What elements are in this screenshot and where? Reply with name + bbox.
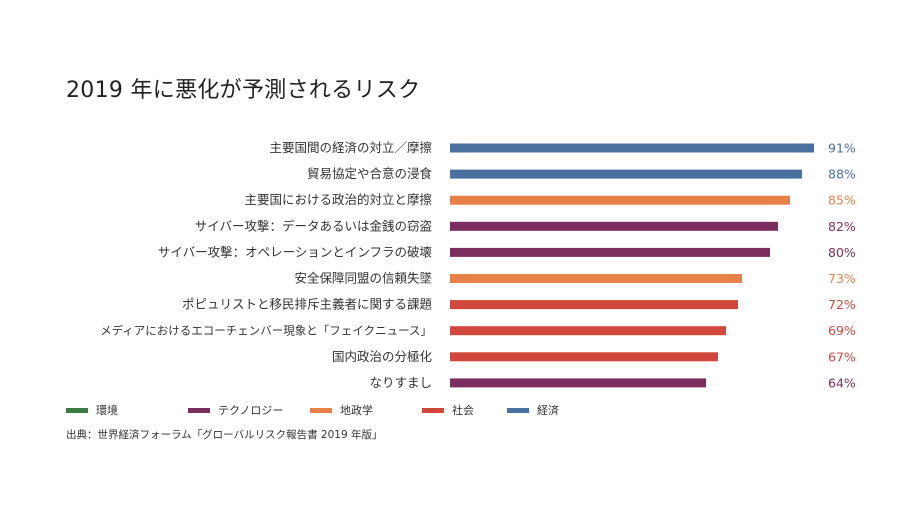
category-label: 主要国間の経済の対立／摩擦 [269, 140, 432, 155]
value-label: 85% [828, 193, 856, 208]
legend-label: 環境 [96, 404, 118, 417]
category-label: サイバー攻撃：データあるいは金銭の窃盗 [195, 218, 432, 233]
bar [450, 221, 778, 231]
value-label: 80% [828, 245, 856, 260]
value-label: 67% [828, 349, 856, 364]
bar [450, 169, 802, 179]
legend-item: 地政学 [310, 400, 373, 420]
value-label: 64% [828, 375, 856, 390]
bar [450, 378, 706, 388]
value-label: 73% [828, 271, 856, 286]
legend-swatch [507, 407, 529, 413]
bar [450, 274, 742, 283]
bar [450, 247, 770, 257]
value-label: 72% [828, 297, 856, 312]
category-label: なりすまし [369, 375, 432, 390]
legend-swatch [188, 407, 210, 413]
legend-label: テクノロジー [218, 404, 284, 417]
bar [450, 143, 814, 153]
category-label: 主要国における政治的対立と摩擦 [244, 192, 432, 207]
bar [450, 195, 790, 205]
category-label: メディアにおけるエコーチェンバー現象と「フェイクニュース」 [100, 324, 432, 338]
legend-label: 経済 [537, 404, 559, 417]
legend: 環境 テクノロジー 地政学 社会 経済 [0, 400, 901, 420]
value-label: 88% [828, 167, 856, 182]
bar-chart: 主要国間の経済の対立／摩擦 91% 貿易協定や合意の浸食 88% 主要国における政治的対… [100, 140, 856, 390]
category-label: ポピュリストと移民排斥主義者に関する課題 [182, 297, 433, 312]
legend-swatch [310, 407, 332, 413]
legend-item: 経済 [507, 400, 559, 420]
legend-item: テクノロジー [188, 400, 283, 420]
value-label: 82% [828, 219, 856, 234]
category-label: 貿易協定や合意の浸食 [307, 166, 433, 181]
legend-item: 環境 [66, 400, 118, 420]
bar [450, 300, 738, 310]
category-label: 安全保障同盟の信頼失墜 [294, 271, 432, 286]
source-note: 出典：世界経済フォーラム「グローバルリスク報告書 2019 年版」 [66, 429, 383, 441]
legend-swatch [66, 407, 88, 413]
value-label: 91% [828, 141, 856, 156]
legend-label: 社会 [452, 404, 474, 417]
value-label: 69% [828, 323, 856, 338]
chart-title: 2019 年に悪化が予測されるリスク [66, 78, 421, 103]
legend-swatch [422, 407, 444, 413]
legend-item: 社会 [422, 400, 474, 420]
category-label: 国内政治の分極化 [332, 349, 433, 364]
bar [450, 326, 726, 336]
bar [450, 352, 718, 362]
legend-label: 地政学 [340, 404, 373, 417]
category-label: サイバー攻撃：オペレーションとインフラの破壊 [158, 244, 433, 259]
